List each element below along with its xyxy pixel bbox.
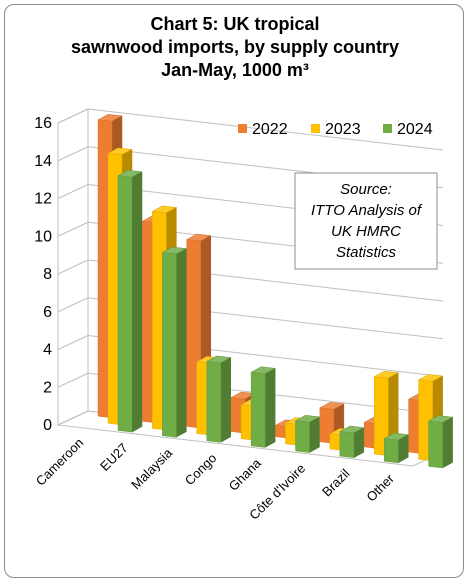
y-tick-label: 12 [34,191,52,208]
legend-swatch-2024 [383,124,392,133]
gridline-side [57,297,89,313]
chart-title: Chart 5: UK tropical sawnwood imports, b… [5,13,463,82]
source-annotation: Source: ITTO Analysis of UK HMRC Statistics [294,172,438,270]
bar-2024-1 [161,246,188,438]
legend-label-2022: 2022 [252,121,288,138]
bar-2024-2 [205,355,232,443]
bar-2024-0 [117,169,143,433]
chart-title-line-1: Chart 5: UK tropical [150,14,320,34]
y-tick-label: 8 [43,266,52,283]
gridline-side [57,372,89,388]
bar-2024-3 [250,366,276,448]
legend: 2022 2023 2024 [238,121,433,138]
x-category-label: EU27 [97,440,131,474]
legend-swatch-2022 [238,124,247,133]
bar-2024-7 [427,415,454,469]
gridline-side [57,335,89,350]
chart-title-line-2: sawnwood imports, by supply country [70,37,400,57]
bar-2024-4 [294,415,321,454]
source-line: Statistics [336,244,397,261]
source-line: UK HMRC [331,223,401,240]
gridline-side [57,146,89,162]
gridline-side [57,259,89,275]
y-tick-label: 2 [43,379,52,396]
source-line: ITTO Analysis of [311,202,423,219]
source-line: Source: [340,181,392,198]
x-category-label: Other [363,470,397,504]
y-tick-label: 10 [34,228,52,245]
gridline-side [57,410,89,426]
gridline [87,108,444,151]
x-category-label: Congo [182,450,220,488]
y-tick-label: 14 [34,153,52,170]
gridline-side [57,184,89,199]
x-category-label: Ghana [226,455,265,494]
bar-2024-5 [339,425,365,459]
x-category-label: Cameroon [33,435,87,489]
y-tick-label: 16 [34,115,52,132]
legend-label-2024: 2024 [397,121,433,138]
gridline-side [57,108,89,124]
x-category-label: Brazil [319,466,353,500]
y-tick-label: 0 [43,417,52,434]
legend-label-2023: 2023 [325,121,361,138]
x-category-label: Malaysia [128,445,175,492]
chart-title-line-3: Jan-May, 1000 m³ [161,60,309,80]
gridline-side [57,221,89,237]
y-tick-label: 6 [43,304,52,321]
y-tick-label: 4 [43,342,52,359]
legend-swatch-2023 [311,124,320,133]
bar-2024-6 [383,432,410,464]
